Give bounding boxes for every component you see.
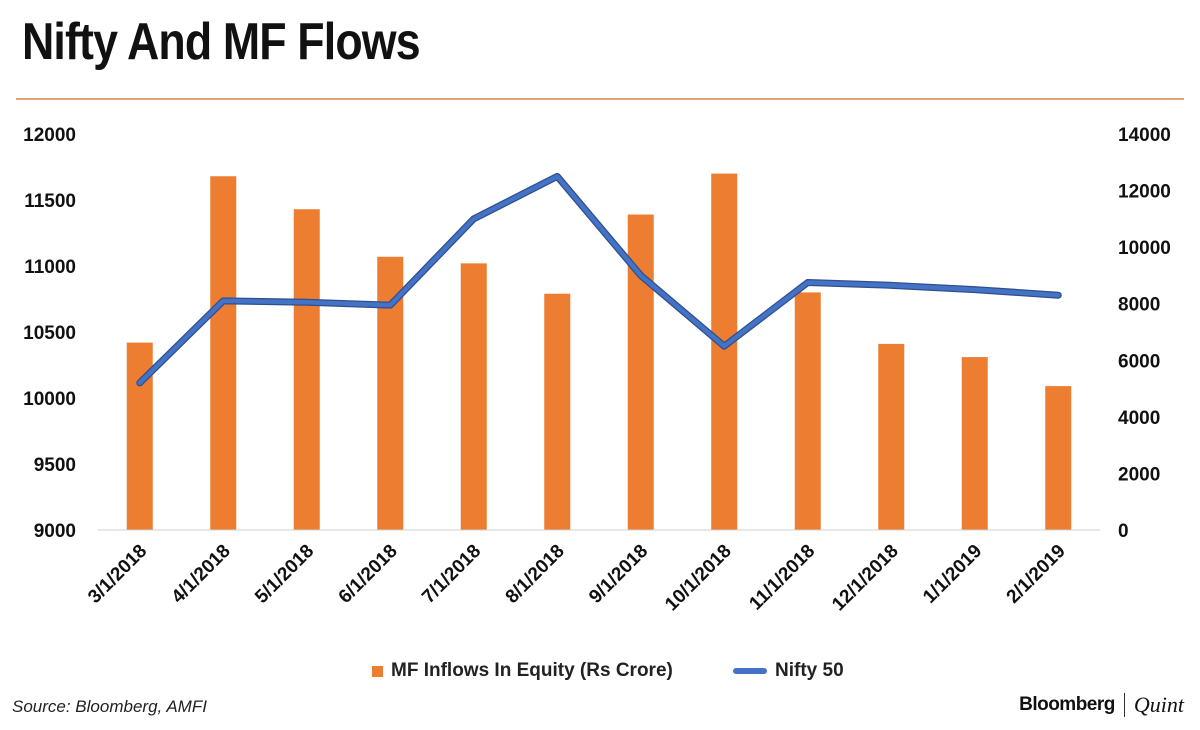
right-tick-label: 8000 [1118, 295, 1160, 316]
left-tick-label: 11000 [24, 257, 76, 278]
chart-svg: 9000 9500 10000 10500 11000 11500 12000 0 2000 4… [23, 125, 1171, 616]
left-tick-label: 10500 [23, 323, 76, 344]
legend-label-nifty: Nifty 50 [775, 660, 844, 681]
x-tick-label: 11/1/2018 [745, 541, 819, 615]
bar-12/1/2018 [878, 343, 905, 530]
source-note: Source: Bloomberg, AMFI [12, 697, 207, 716]
bar-5/1/2018 [293, 209, 320, 531]
chart-title: Nifty And MF Flows [22, 13, 421, 71]
brand-separator [1123, 693, 1125, 717]
right-tick-label: 6000 [1118, 351, 1160, 372]
x-tick-label: 10/1/2018 [661, 541, 736, 616]
x-tick-label: 9/1/2018 [585, 541, 652, 608]
right-tick-label: 10000 [1118, 238, 1171, 259]
legend-label-mf-inflows: MF Inflows In Equity (Rs Crore) [391, 660, 673, 681]
brand-quint: Quint [1133, 692, 1184, 717]
right-axis: 0 2000 4000 6000 8000 10000 12000 14000 [1118, 125, 1171, 542]
x-tick-label: 4/1/2018 [168, 541, 235, 608]
x-tick-label: 5/1/2018 [251, 541, 318, 608]
left-axis: 9000 9500 10000 10500 11000 11500 12000 [23, 125, 76, 542]
line-series [136, 172, 1062, 387]
x-axis: 3/1/2018 4/1/2018 5/1/2018 6/1/2018 7/1/2018… [84, 541, 1070, 616]
x-tick-label: 3/1/2018 [84, 541, 151, 608]
bar-8/1/2018 [544, 293, 571, 530]
left-tick-label: 9000 [34, 521, 76, 542]
bar-2/1/2019 [1045, 386, 1072, 530]
legend-line-swatch [733, 668, 767, 674]
left-tick-label: 12000 [23, 125, 76, 146]
nifty-line [137, 174, 1061, 386]
x-tick-label: 12/1/2018 [828, 541, 903, 616]
bar-4/1/2018 [210, 176, 237, 531]
title-divider [16, 98, 1184, 100]
left-tick-label: 11500 [24, 191, 76, 212]
x-tick-label: 2/1/2019 [1003, 541, 1070, 608]
bar-10/1/2018 [711, 173, 738, 530]
x-tick-label: 6/1/2018 [335, 541, 402, 608]
right-tick-label: 4000 [1118, 408, 1160, 429]
legend-item-mf-inflows: MF Inflows In Equity (Rs Crore) [372, 660, 673, 682]
left-tick-label: 9500 [34, 455, 76, 476]
bar-1/1/2019 [961, 357, 988, 530]
brand-logo: Bloomberg Quint [1019, 692, 1184, 718]
bar-11/1/2018 [794, 292, 821, 530]
x-tick-label: 1/1/2019 [919, 541, 986, 608]
right-tick-label: 14000 [1118, 125, 1171, 146]
x-tick-label: 7/1/2018 [418, 541, 485, 608]
legend-item-nifty: Nifty 50 [733, 660, 844, 682]
brand-bloomberg: Bloomberg [1019, 694, 1115, 715]
legend: MF Inflows In Equity (Rs Crore) Nifty 50 [0, 660, 1200, 686]
right-tick-label: 2000 [1118, 464, 1160, 485]
nifty-line-shadow [136, 172, 1062, 387]
right-tick-label: 0 [1118, 521, 1129, 542]
bar-7/1/2018 [460, 263, 487, 530]
left-tick-label: 10000 [23, 389, 76, 410]
right-tick-label: 12000 [1118, 182, 1171, 203]
x-tick-label: 8/1/2018 [502, 541, 569, 608]
legend-bar-swatch [372, 665, 383, 677]
